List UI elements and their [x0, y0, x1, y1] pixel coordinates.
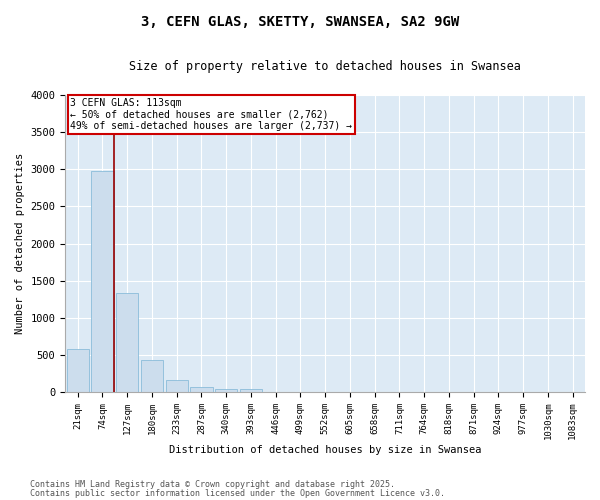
Title: Size of property relative to detached houses in Swansea: Size of property relative to detached ho… — [129, 60, 521, 73]
Bar — [67, 349, 89, 392]
Text: Contains HM Land Registry data © Crown copyright and database right 2025.: Contains HM Land Registry data © Crown c… — [30, 480, 395, 489]
Bar — [141, 360, 163, 392]
Bar — [190, 387, 212, 392]
Text: 3, CEFN GLAS, SKETTY, SWANSEA, SA2 9GW: 3, CEFN GLAS, SKETTY, SWANSEA, SA2 9GW — [141, 15, 459, 29]
Bar — [116, 292, 138, 392]
Bar — [215, 389, 237, 392]
Y-axis label: Number of detached properties: Number of detached properties — [15, 153, 25, 334]
X-axis label: Distribution of detached houses by size in Swansea: Distribution of detached houses by size … — [169, 445, 481, 455]
Bar — [166, 380, 188, 392]
Bar — [240, 390, 262, 392]
Text: 3 CEFN GLAS: 113sqm
← 50% of detached houses are smaller (2,762)
49% of semi-det: 3 CEFN GLAS: 113sqm ← 50% of detached ho… — [70, 98, 352, 131]
Bar — [91, 171, 113, 392]
Text: Contains public sector information licensed under the Open Government Licence v3: Contains public sector information licen… — [30, 488, 445, 498]
